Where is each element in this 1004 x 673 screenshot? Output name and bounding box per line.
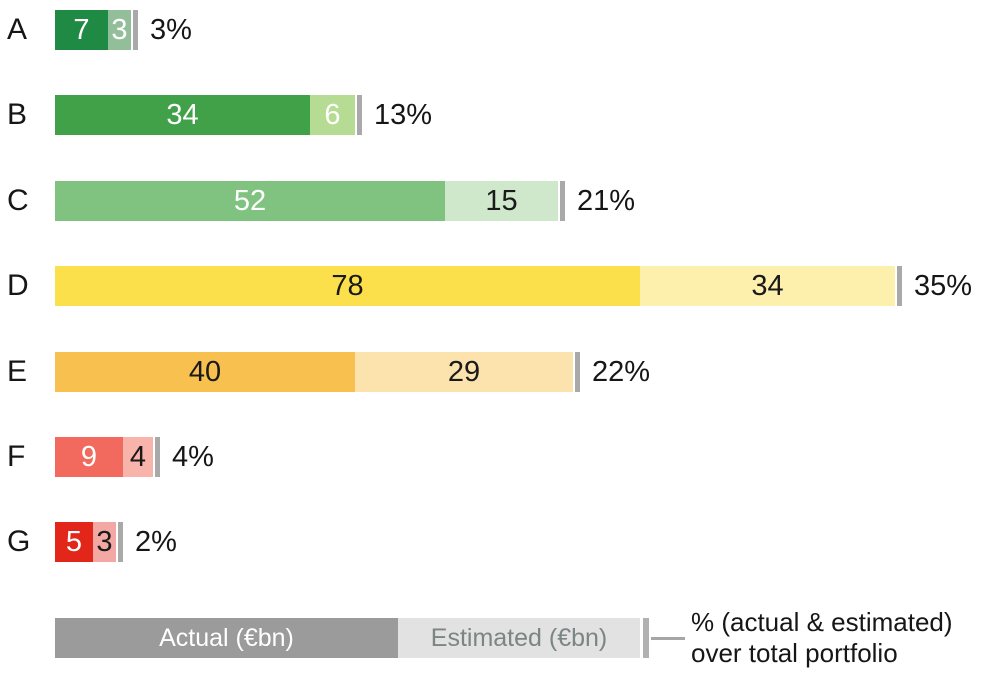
percent-label: 35% — [914, 269, 973, 302]
category-label: A — [7, 13, 28, 46]
estimated-segment: 3 — [93, 522, 116, 562]
legend-actual-swatch: Actual (€bn) — [55, 618, 398, 658]
category-label: F — [7, 440, 26, 473]
percent-label: 3% — [150, 13, 192, 46]
percent-label: 4% — [172, 440, 214, 473]
bar-group: 52 15 21% — [55, 181, 635, 221]
actual-segment: 34 — [55, 95, 310, 135]
estimated-segment: 34 — [640, 266, 895, 306]
percent-label: 13% — [374, 98, 433, 131]
end-tick — [575, 352, 580, 392]
bar-group: 5 3 2% — [55, 522, 177, 562]
legend-estimated-label: Estimated (€bn) — [430, 623, 608, 652]
legend-end-tick — [643, 618, 649, 658]
category-label: E — [7, 355, 28, 388]
end-tick — [560, 181, 565, 221]
legend-connector-line — [651, 636, 685, 640]
category-label: B — [7, 98, 28, 131]
legend: Actual (€bn) Estimated (€bn) % (actual &… — [0, 607, 1004, 668]
bar-row-F: F 9 4 4% — [0, 437, 1004, 477]
bar-row-E: E 40 29 22% — [0, 352, 1004, 392]
end-tick — [133, 10, 138, 50]
bar-group: 40 29 22% — [55, 352, 650, 392]
bar-group: 78 34 35% — [55, 266, 972, 306]
legend-spacer — [0, 618, 55, 658]
actual-segment: 52 — [55, 181, 445, 221]
bar-row-B: B 34 6 13% — [0, 95, 1004, 135]
estimated-segment: 15 — [445, 181, 558, 221]
actual-segment: 7 — [55, 10, 108, 50]
percent-label: 2% — [135, 525, 177, 558]
estimated-segment: 4 — [123, 437, 153, 477]
actual-segment: 40 — [55, 352, 355, 392]
legend-actual-label: Actual (€bn) — [159, 623, 294, 652]
actual-segment: 5 — [55, 522, 93, 562]
category-label: C — [7, 184, 29, 217]
legend-annotation-line2: over total portfolio — [691, 638, 898, 668]
category-label: D — [7, 269, 29, 302]
bar-group: 34 6 13% — [55, 95, 432, 135]
bar-group: 7 3 3% — [55, 10, 192, 50]
bar-row-C: C 52 15 21% — [0, 181, 1004, 221]
bar-row-A: A 7 3 3% — [0, 10, 1004, 50]
category-label: G — [7, 525, 31, 558]
bar-row-D: D 78 34 35% — [0, 266, 1004, 306]
bar-group: 9 4 4% — [55, 437, 214, 477]
bar-row-G: G 5 3 2% — [0, 522, 1004, 562]
legend-annotation: % (actual & estimated) over total portfo… — [691, 607, 953, 669]
estimated-segment: 29 — [355, 352, 573, 392]
percent-label: 21% — [577, 184, 636, 217]
actual-segment: 78 — [55, 266, 640, 306]
estimated-segment: 3 — [108, 10, 131, 50]
estimated-segment: 6 — [310, 95, 355, 135]
end-tick — [897, 266, 902, 306]
legend-annotation-line1: % (actual & estimated) — [691, 607, 953, 637]
actual-segment: 9 — [55, 437, 123, 477]
end-tick — [155, 437, 160, 477]
end-tick — [357, 95, 362, 135]
legend-estimated-swatch: Estimated (€bn) — [398, 618, 640, 658]
end-tick — [118, 522, 123, 562]
percent-label: 22% — [592, 355, 651, 388]
